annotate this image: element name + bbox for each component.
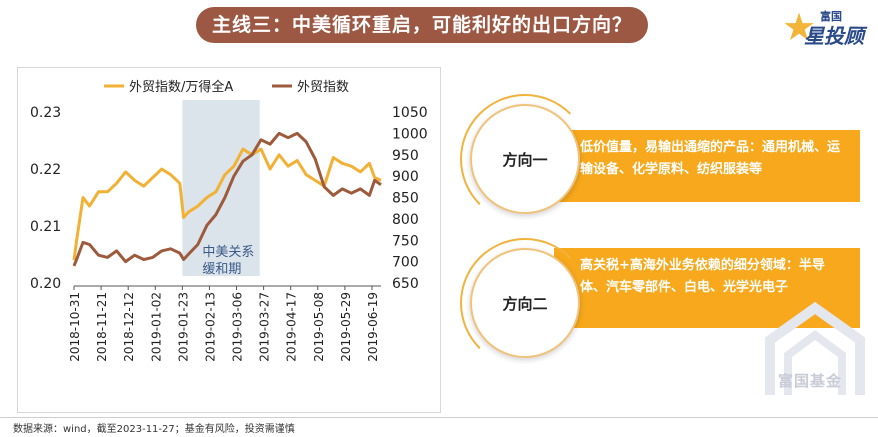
page-title: 主线三：中美循环重启，可能利好的出口方向？ [196, 7, 648, 43]
direction-1: 方向一 低价值量，易输出通缩的产品：通用机械、运输设备、化学原料、纺织服装等 [460, 78, 870, 238]
watermark-logo-icon [765, 301, 865, 395]
x-tick-label: 2019-02-13 [203, 292, 217, 362]
y-right-tick-label: 1000 [392, 126, 428, 142]
footer-divider [0, 417, 878, 418]
logo-main-text: 星投顾 [804, 24, 864, 48]
watermark-text: 富国基金 [778, 372, 843, 390]
y-right-tick-label: 800 [392, 212, 419, 228]
series-line-2 [72, 131, 382, 267]
x-tick-label: 2019-03-06 [231, 292, 245, 362]
x-tick-label: 2019-05-29 [339, 292, 353, 362]
y-right-tick-label: 700 [392, 255, 419, 271]
y-right-tick-label: 900 [392, 169, 419, 185]
x-tick-label: 2018-10-31 [68, 292, 82, 362]
x-tick-label: 2018-12-12 [122, 292, 136, 362]
x-tick-label: 2019-03-27 [258, 292, 272, 362]
y-left-tick-label: 0.23 [30, 105, 61, 121]
direction-2-label: 方向二 [502, 294, 548, 313]
direction-1-arc [460, 94, 590, 224]
y-left-tick-label: 0.21 [30, 219, 61, 235]
x-tick-label: 2018-11-21 [95, 292, 109, 362]
y-right-tick-label: 950 [392, 148, 419, 164]
x-tick-label: 2019-05-08 [312, 292, 326, 362]
direction-1-label: 方向一 [502, 150, 548, 169]
y-right-tick-label: 650 [392, 276, 419, 292]
brand-logo: ★ 富国 星投顾 [782, 6, 874, 50]
y-left-tick-label: 0.20 [30, 276, 61, 292]
y-right-tick-label: 1050 [392, 105, 428, 121]
legend-label-1: 外贸指数/万得全A [129, 79, 233, 95]
direction-2-arc [460, 238, 590, 368]
y-right-tick-label: 850 [392, 191, 419, 207]
y-left-tick-label: 0.22 [30, 162, 61, 178]
y-right-tick-label: 750 [392, 233, 419, 249]
direction-1-circle: 方向一 [470, 104, 580, 214]
star-icon: ★ [782, 5, 817, 49]
x-tick-label: 2019-01-02 [149, 292, 163, 362]
direction-2-circle: 方向二 [470, 248, 580, 358]
footer-note: 数据来源：wind，截至2023-11-27；基金有风险，投资需谨慎 [13, 424, 295, 435]
shade-label-line: 中美关系 [202, 245, 254, 260]
x-tick-label: 2019-06-19 [366, 292, 380, 362]
chart-frame [17, 67, 441, 413]
shade-label-line: 缓和期 [202, 262, 241, 277]
direction-1-description: 低价值量，易输出通缩的产品：通用机械、运输设备、化学原料、纺织服装等 [554, 130, 860, 202]
legend-label-2: 外贸指数 [297, 80, 349, 95]
x-tick-label: 2019-01-23 [176, 292, 190, 362]
x-tick-label: 2019-04-17 [285, 292, 299, 362]
logo-top-text: 富国 [820, 10, 842, 23]
series-line-1 [72, 147, 382, 261]
